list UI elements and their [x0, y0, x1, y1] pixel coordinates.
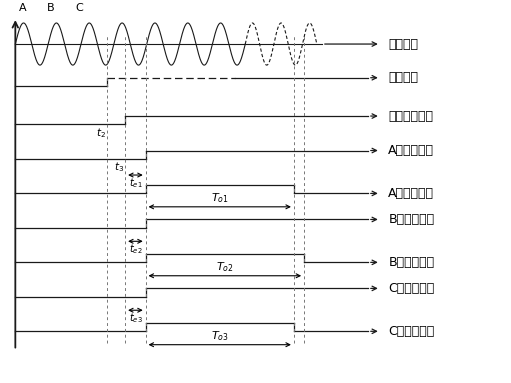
Text: $t_2$: $t_2$ — [97, 126, 106, 140]
Text: $T_{o2}$: $T_{o2}$ — [216, 260, 234, 274]
Text: C相触头分断: C相触头分断 — [388, 325, 435, 338]
Text: $t_{e2}$: $t_{e2}$ — [129, 242, 142, 256]
Text: A相触头分断: A相触头分断 — [388, 187, 434, 200]
Text: B相分闸信号: B相分闸信号 — [388, 213, 434, 226]
Text: 同步分闸指令: 同步分闸指令 — [388, 110, 433, 123]
Text: $t_{e1}$: $t_{e1}$ — [129, 176, 142, 190]
Text: C: C — [75, 3, 83, 13]
Text: 下电指令: 下电指令 — [388, 71, 419, 84]
Text: A: A — [19, 3, 27, 13]
Text: $T_{o1}$: $T_{o1}$ — [211, 192, 228, 205]
Text: B相触头分断: B相触头分断 — [388, 256, 434, 269]
Text: A相分闸信号: A相分闸信号 — [388, 144, 434, 157]
Text: $t_{e3}$: $t_{e3}$ — [129, 311, 142, 325]
Text: C相分闸信号: C相分闸信号 — [388, 282, 435, 295]
Text: $T_{o3}$: $T_{o3}$ — [211, 329, 228, 343]
Text: $t_3$: $t_3$ — [113, 160, 124, 173]
Text: 触头电流: 触头电流 — [388, 38, 419, 51]
Text: B: B — [48, 3, 55, 13]
